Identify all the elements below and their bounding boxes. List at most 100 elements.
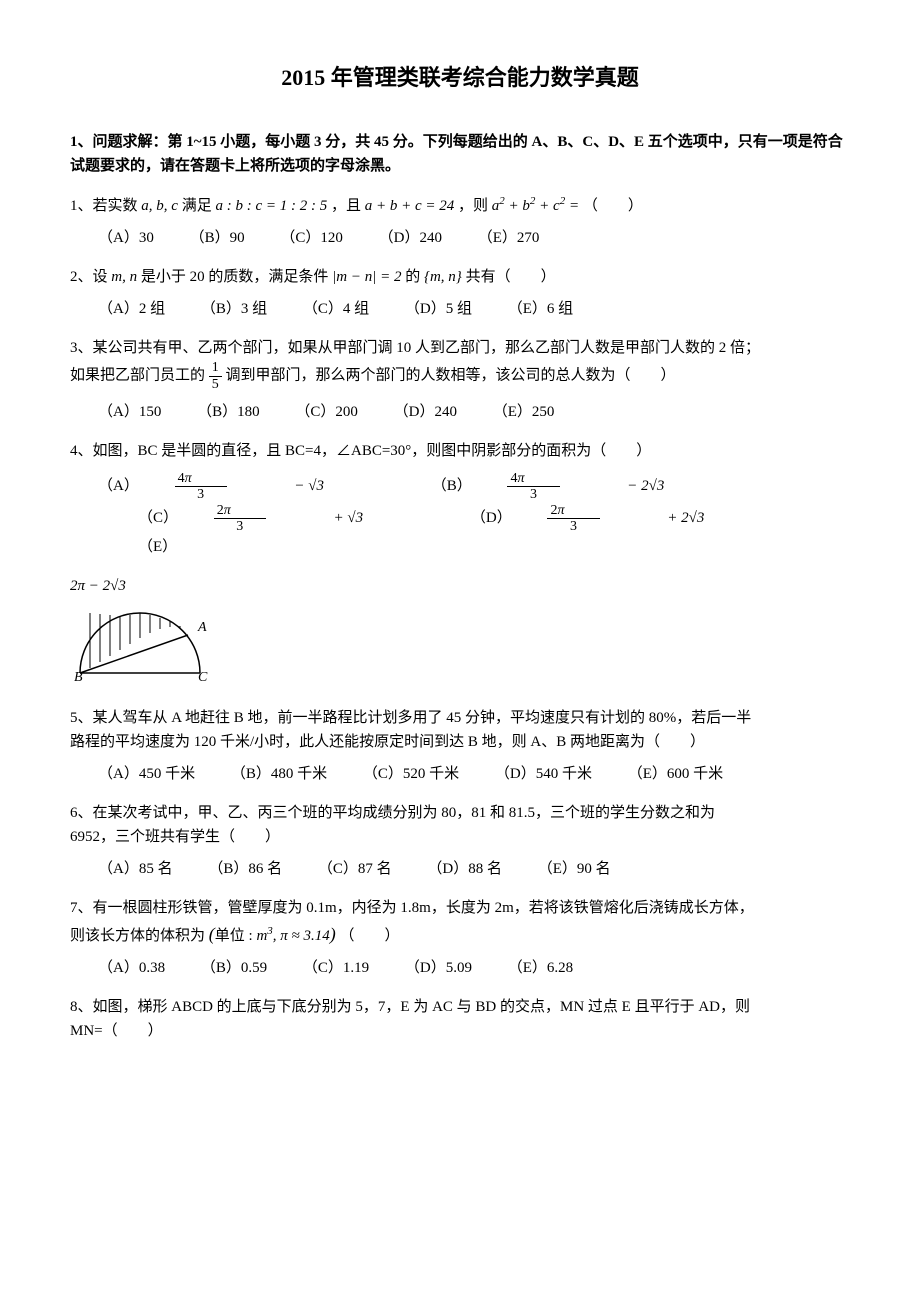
q7-line1: 7、有一根圆柱形铁管，管壁厚度为 0.1m，内径为 1.8m，长度为 2m，若将… [70,896,850,920]
q3-opt-a: （A）150 [98,400,161,424]
q5-opt-b: （B）480 千米 [231,762,327,786]
q4b-frac: 4π3 [507,471,591,503]
q5-opt-d: （D）540 千米 [495,762,592,786]
q4-opt-b: （B） 4π3 − 2√3 [432,471,697,503]
q1-math-abc: a, b, c [141,198,181,214]
q7-unit-text: 单位 : [215,928,257,944]
q1-text: （ ） [583,198,643,214]
q6-line1: 6、在某次考试中，甲、乙、丙三个班的平均成绩分别为 80，81 和 81.5，三… [70,801,850,825]
q3-opt-d: （D）240 [394,400,457,424]
q4-opt-c: （C） 2π3 + √3 [138,503,395,535]
q2-text: 是小于 20 的质数，满足条件 [141,269,329,285]
q1-opt-b: （B）90 [190,226,245,250]
q6-options: （A）85 名 （B）86 名 （C）87 名 （D）88 名 （E）90 名 [98,857,850,881]
q5-options: （A）450 千米 （B）480 千米 （C）520 千米 （D）540 千米 … [98,762,850,786]
q2-opt-a: （A）2 组 [98,297,165,321]
q2-opt-c: （C）4 组 [303,297,369,321]
q3-opt-e: （E）250 [493,400,555,424]
q6-opt-a: （A）85 名 [98,857,173,881]
q4d-tail: + 2√3 [667,506,704,530]
q4b-tail: − 2√3 [627,474,664,498]
q1-text: 1、若实数 [70,198,138,214]
q5-opt-e: （E）600 千米 [628,762,723,786]
question-5: 5、某人驾车从 A 地赶往 B 地，前一半路程比计划多用了 45 分钟，平均速度… [70,706,850,754]
q4-opt-d-label: （D） [471,506,512,530]
q7-line2-post: （ ） [340,928,400,944]
q4a-tail: − √3 [294,474,324,498]
q4-options: （A） 4π3 − √3 （B） 4π3 − 2√3 （C） 2π3 + √3 … [98,471,850,559]
q4-figure: A B C [70,603,850,691]
q1-options: （A）30 （B）90 （C）120 （D）240 （E）270 [98,226,850,250]
q4-label-b: B [74,670,83,683]
q8-line1: 8、如图，梯形 ABCD 的上底与下底分别为 5，7，E 为 AC 与 BD 的… [70,995,850,1019]
q1-opt-d: （D）240 [379,226,442,250]
q4-opt-a: （A） 4π3 − √3 [98,471,356,503]
q4-opt-a-label: （A） [98,474,139,498]
q1-opt-a: （A）30 [98,226,154,250]
section-instruction: 1、问题求解：第 1~15 小题，每小题 3 分，共 45 分。下列每题给出的 … [70,130,850,178]
q3-line2-post: 调到甲部门，那么两个部门的人数相等，该公司的总人数为（ ） [226,368,676,384]
q5-line1: 5、某人驾车从 A 地赶往 B 地，前一半路程比计划多用了 45 分钟，平均速度… [70,706,850,730]
q1-opt-c: （C）120 [280,226,343,250]
question-6: 6、在某次考试中，甲、乙、丙三个班的平均成绩分别为 80，81 和 81.5，三… [70,801,850,849]
q2-text: 的 [405,269,420,285]
q4-opt-c-label: （C） [138,506,178,530]
question-8: 8、如图，梯形 ABCD 的上底与下底分别为 5，7，E 为 AC 与 BD 的… [70,995,850,1043]
q2-math-mn: m, n [111,269,141,285]
q7-unit-m3: m3, π ≈ 3.14 [256,928,329,944]
page-title: 2015 年管理类联考综合能力数学真题 [70,60,850,95]
q7-opt-d: （D）5.09 [405,956,472,980]
q7-line2-pre: 则该长方体的体积为 [70,928,205,944]
q2-opt-e: （E）6 组 [508,297,573,321]
q2-options: （A）2 组 （B）3 组 （C）4 组 （D）5 组 （E）6 组 [98,297,850,321]
q2-opt-d: （D）5 组 [405,297,472,321]
q1-math-sq: a2 + b2 + c2 = [492,198,583,214]
q4c-frac: 2π3 [214,503,298,535]
q3-opt-b: （B）180 [197,400,260,424]
q1-opt-e: （E）270 [478,226,540,250]
q4a-frac: 4π3 [175,471,259,503]
q7-opt-e: （E）6.28 [508,956,573,980]
q8-line2: MN=（ ） [70,1019,850,1043]
q7-unit-close: ) [330,924,336,944]
q6-opt-b: （B）86 名 [208,857,282,881]
q2-math-abs: |m − n| = 2 [332,269,405,285]
q1-text: 满足 [182,198,212,214]
q2-text: 2、设 [70,269,108,285]
q4-opt-b-label: （B） [432,474,472,498]
q6-line2: 6952，三个班共有学生（ ） [70,825,850,849]
q1-text: ，且 [331,198,361,214]
q3-opt-c: （C）200 [295,400,358,424]
q4-opt-e-label: （E） [138,535,177,559]
q5-line2: 路程的平均速度为 120 千米/小时，此人还能按原定时间到达 B 地，则 A、B… [70,730,850,754]
question-3: 3、某公司共有甲、乙两个部门，如果从甲部门调 10 人到乙部门，那么乙部门人数是… [70,336,850,392]
q1-text: ，则 [458,198,488,214]
q4c-tail: + √3 [334,506,364,530]
q2-math-set: {m, n} [424,269,466,285]
q6-opt-c: （C）87 名 [318,857,392,881]
q1-math-ratio: a : b : c = 1 : 2 : 5 [215,198,331,214]
q7-options: （A）0.38 （B）0.59 （C）1.19 （D）5.09 （E）6.28 [98,956,850,980]
q5-opt-a: （A）450 千米 [98,762,195,786]
q2-opt-b: （B）3 组 [201,297,267,321]
q2-text: 共有（ ） [466,269,556,285]
q4-label-c: C [198,670,208,683]
q4-opt-d: （D） 2π3 + 2√3 [471,503,736,535]
q3-line2: 如果把乙部门员工的 15 调到甲部门，那么两个部门的人数相等，该公司的总人数为（… [70,360,850,392]
question-1: 1、若实数 a, b, c 满足 a : b : c = 1 : 2 : 5 ，… [70,193,850,218]
question-7: 7、有一根圆柱形铁管，管壁厚度为 0.1m，内径为 1.8m，长度为 2m，若将… [70,896,850,949]
q6-opt-e: （E）90 名 [538,857,611,881]
q4-label-a: A [197,620,207,635]
q3-line2-pre: 如果把乙部门员工的 [70,368,205,384]
q3-fraction: 15 [209,360,222,392]
q5-opt-c: （C）520 千米 [363,762,459,786]
question-2: 2、设 m, n 是小于 20 的质数，满足条件 |m − n| = 2 的 {… [70,265,850,289]
q7-opt-a: （A）0.38 [98,956,165,980]
q7-opt-b: （B）0.59 [201,956,267,980]
q7-opt-c: （C）1.19 [303,956,369,980]
q1-math-sum: a + b + c = 24 [365,198,458,214]
q4d-frac: 2π3 [547,503,631,535]
q6-opt-d: （D）88 名 [427,857,502,881]
question-4: 4、如图，BC 是半圆的直径，且 BC=4，∠ABC=30°，则图中阴影部分的面… [70,439,850,463]
q4-opt-e-expr: 2π − 2√3 [70,574,850,598]
